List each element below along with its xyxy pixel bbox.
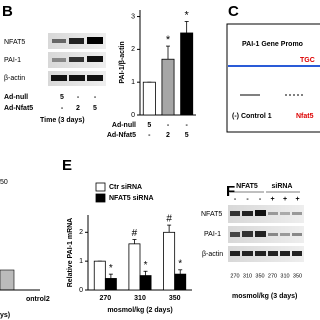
x-tick-label: 350 [169,295,181,302]
fragment-text: 50 [0,179,8,186]
panel-letter: E [62,157,72,174]
bar [174,273,187,291]
sign: - [234,196,237,203]
sign: + [270,196,274,203]
x-axis-label: mosmol/kg (2 days) [107,307,172,314]
panel-letter: F [226,183,235,200]
y-tick-label: 1 [131,79,135,86]
table-label: Ad-Nfat5 [4,105,33,112]
x-tick-label: 310 [134,295,146,302]
primer-label: Nfat5 [296,113,314,120]
lane-label: 270 [230,273,239,279]
group-label: siRNA [271,183,292,190]
annotation: * [185,9,190,21]
y-tick-label: 0 [131,112,135,119]
annotation: # [166,214,172,225]
table-cell: - [185,122,188,129]
table-label: Ad-Nfat5 [107,132,136,139]
group-label: NFAT5 [236,183,258,190]
annotation: * [178,258,182,269]
blot [228,205,304,262]
table-cell: 2 [166,132,170,139]
table-cell: 5 [93,105,97,112]
time-label: Time (3 days) [40,117,85,124]
y-axis-label: Relative PAI-1 mRNA [67,218,74,288]
lane-label: 310 [280,273,289,279]
bar [128,243,141,291]
sign: + [283,196,287,203]
table-cell: 2 [76,105,80,112]
blot-label: NFAT5 [4,39,25,46]
sign: + [295,196,299,203]
annotation: * [109,263,113,274]
annotation: # [132,228,138,239]
table-cell: - [77,94,80,101]
y-axis-label: PAI-1/β-actin [119,41,126,83]
panel-letter: B [2,3,13,20]
bar [142,81,156,116]
sign: - [259,196,262,203]
blot-label: β-actin [4,75,25,82]
y-tick-label: 2 [79,229,83,236]
legend-label: NFAT5 siRNA [109,195,154,202]
y-tick-label: 1 [79,258,83,265]
legend-swatch [95,193,106,203]
table-cell: - [94,94,97,101]
blot-label: PAI-1 [4,57,21,64]
annotation: * [144,260,148,271]
y-tick-label: 2 [131,46,135,53]
bar [163,231,176,291]
control-label: (-) Control 1 [232,113,272,120]
bar [104,278,117,291]
blot-label: PAI-1 [204,231,221,238]
panel-letter: C [228,3,239,20]
blot-label: β-actin [202,251,223,258]
lane-label: 350 [293,273,302,279]
annotation: * [166,34,171,46]
bar [93,260,106,291]
lane-label: 270 [268,273,277,279]
promoter-title: PAI-1 Gene Promo [242,41,303,48]
site-label: TGC [300,57,315,64]
fragment-text: ys) [0,312,10,319]
table-cell: - [148,132,151,139]
box [226,23,320,133]
blot-label: NFAT5 [201,211,222,218]
table-cell: 5 [60,94,64,101]
table-label: Ad-null [112,122,136,129]
y-tick-label: 0 [79,287,83,294]
y-tick-label: 3 [131,13,135,20]
lane-label: 350 [255,273,264,279]
legend-label: Ctr siRNA [109,184,142,191]
lane-label: 310 [243,273,252,279]
fragment-bar [0,269,15,291]
legend-swatch [95,182,106,192]
x-tick-label: 270 [99,295,111,302]
fragment-text: ontrol2 [26,296,50,303]
bar [139,275,152,291]
table-cell: - [61,105,64,112]
blot [48,33,106,86]
sign: - [246,196,249,203]
table-cell: 5 [147,122,151,129]
bar [180,32,194,116]
x-axis-label: mosmol/kg (3 days) [232,293,297,300]
table-cell: 5 [185,132,189,139]
bar [161,58,175,116]
table-cell: - [167,122,170,129]
table-label: Ad-null [4,94,28,101]
